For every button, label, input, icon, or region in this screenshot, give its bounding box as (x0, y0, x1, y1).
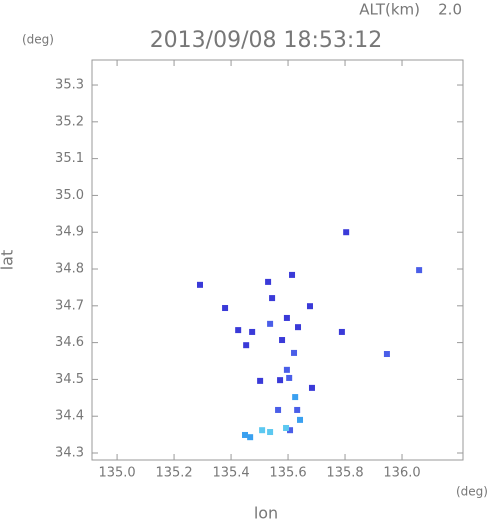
y-tick-label: 35.1 (55, 151, 84, 166)
x-tick-label: 135.6 (269, 466, 306, 481)
echo (196, 281, 203, 288)
x-label: lon (254, 504, 278, 521)
y-tick-label: 35.3 (55, 78, 84, 93)
y-unit: (deg) (22, 33, 54, 47)
y-tick-label: 34.3 (55, 446, 84, 461)
altitude-label: ALT(km) (359, 1, 420, 19)
x-unit: (deg) (456, 485, 488, 499)
echo (383, 351, 390, 358)
echo (265, 278, 272, 285)
echo (267, 320, 274, 327)
x-tick-label: 135.8 (326, 466, 363, 481)
echo (283, 314, 290, 321)
echo (259, 427, 266, 434)
echo (294, 406, 301, 413)
echo (287, 427, 294, 434)
echo (308, 384, 315, 391)
y-tick-label: 34.8 (55, 262, 84, 277)
y-tick-label: 34.6 (55, 335, 84, 350)
altitude-value: 2.0 (438, 1, 462, 19)
chart-title: 2013/09/08 18:53:12 (150, 28, 383, 53)
y-tick-label: 34.9 (55, 225, 84, 240)
echo (269, 295, 276, 302)
echo (289, 271, 296, 278)
y-label: lat (0, 250, 17, 271)
echo (279, 337, 286, 344)
echo (243, 342, 250, 349)
echo (275, 406, 282, 413)
echo (343, 229, 350, 236)
y-tick-label: 35.0 (55, 188, 84, 203)
echo (338, 328, 345, 335)
plot-frame (91, 59, 464, 461)
echo (222, 305, 229, 312)
echo (249, 328, 256, 335)
x-tick-label: 136.0 (383, 466, 420, 481)
echo (306, 303, 313, 310)
y-tick-label: 35.2 (55, 114, 84, 129)
y-tick-label: 34.7 (55, 298, 84, 313)
echo (267, 429, 274, 436)
x-tick-label: 135.0 (98, 466, 135, 481)
echo (283, 366, 290, 373)
echo (283, 424, 290, 431)
echo (277, 377, 284, 384)
x-tick-label: 135.4 (212, 466, 249, 481)
echo (286, 374, 293, 381)
y-tick-label: 34.4 (55, 409, 84, 424)
echo (291, 349, 298, 356)
echo (295, 324, 302, 331)
y-tick-label: 34.5 (55, 372, 84, 387)
x-tick-label: 135.2 (155, 466, 192, 481)
echo (257, 377, 264, 384)
echo (235, 327, 242, 334)
echo (247, 434, 254, 441)
echo (416, 267, 423, 274)
echo (292, 394, 299, 401)
echo (242, 431, 249, 438)
echo (297, 416, 304, 423)
